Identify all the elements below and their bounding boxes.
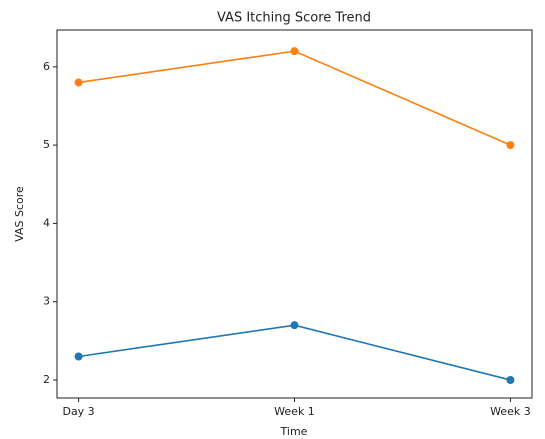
y-tick-label: 6 xyxy=(43,60,50,73)
plot-frame xyxy=(56,29,533,399)
y-tick-label: 5 xyxy=(43,138,50,151)
series-line xyxy=(78,324,511,381)
x-tick-label: Week 1 xyxy=(274,405,315,418)
y-tick-label: 4 xyxy=(43,216,50,229)
y-axis-label: VAS Score xyxy=(13,186,26,242)
chart-title: VAS Itching Score Trend xyxy=(217,11,371,26)
point xyxy=(506,375,515,384)
point xyxy=(290,47,299,56)
point xyxy=(74,352,83,361)
x-tick-label: Day 3 xyxy=(62,405,94,418)
series-line xyxy=(78,50,511,146)
y-tick-label: 2 xyxy=(43,373,50,386)
x-axis-label: Time xyxy=(280,425,308,438)
point xyxy=(506,141,515,150)
y-tick-label: 3 xyxy=(43,295,50,308)
point xyxy=(74,78,83,87)
point xyxy=(290,321,299,330)
x-tick-label: Week 3 xyxy=(490,405,531,418)
